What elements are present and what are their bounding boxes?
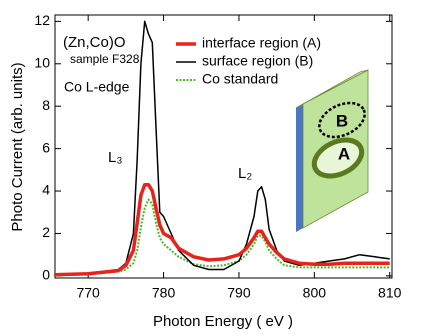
y-tick-label: 4: [42, 182, 50, 198]
x-tick-label: 800: [303, 285, 327, 301]
inset-illustration: [295, 69, 369, 232]
x-tick-label: 790: [227, 285, 251, 301]
y-axis-label: Photo Current (arb. units): [9, 62, 26, 231]
annotation: Co L-edge: [64, 79, 130, 95]
annotation: L₂: [238, 165, 252, 182]
y-tick-label: 10: [34, 54, 50, 70]
legend-label: interface region (A): [202, 35, 321, 51]
legend-label: Co standard: [202, 71, 278, 87]
annotation: L₃: [108, 149, 122, 166]
annotation: B: [336, 111, 348, 130]
series-line: [54, 182, 390, 277]
y-tick-label: 6: [42, 139, 50, 155]
series-line: [54, 198, 390, 276]
plot-frame: [54, 14, 393, 279]
y-tick-label: 2: [42, 224, 50, 240]
annotation: sample F328: [70, 52, 140, 66]
x-tick-label: 770: [76, 285, 100, 301]
legend-label: surface region (B): [202, 53, 313, 69]
x-tick-label: 810: [378, 285, 402, 301]
x-axis-label: Photon Energy ( eV ): [153, 313, 293, 330]
y-tick-label: 12: [34, 12, 50, 28]
y-tick-label: 8: [42, 97, 50, 113]
slab-edge: [296, 104, 303, 232]
x-tick-label: 780: [152, 285, 176, 301]
region-a: [311, 137, 365, 179]
annotation: A: [338, 144, 350, 163]
annotation: (Zn,Co)O: [63, 34, 126, 51]
y-tick-label: 0: [42, 267, 50, 283]
